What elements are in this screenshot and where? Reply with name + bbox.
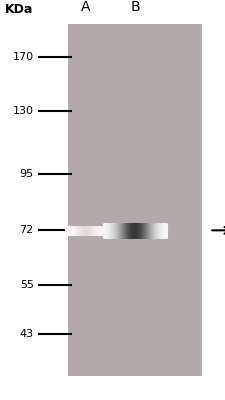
Text: KDa: KDa: [4, 3, 33, 16]
Text: 170: 170: [13, 52, 34, 62]
Text: 95: 95: [20, 169, 34, 179]
Text: 55: 55: [20, 280, 34, 290]
Text: 72: 72: [20, 225, 34, 235]
Text: B: B: [130, 0, 140, 14]
FancyBboxPatch shape: [68, 24, 203, 376]
Text: A: A: [81, 0, 90, 14]
Text: 43: 43: [20, 330, 34, 340]
Text: 130: 130: [13, 106, 34, 116]
